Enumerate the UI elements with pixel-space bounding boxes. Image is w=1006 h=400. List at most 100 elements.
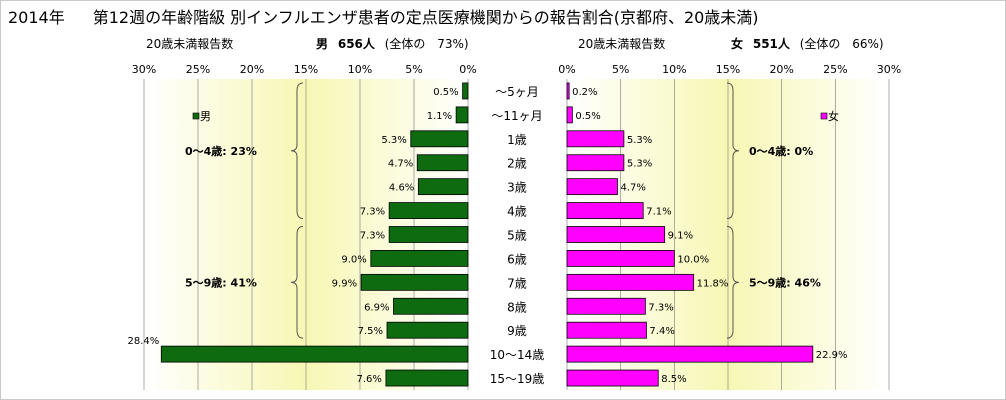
female-data-label: 5.3%: [627, 159, 652, 170]
male-bar: [388, 226, 469, 243]
male-bar: [410, 130, 469, 148]
male-data-label: 4.7%: [388, 159, 413, 170]
age-category-label: 5歳: [507, 229, 527, 243]
title-year: 2014年: [8, 8, 65, 27]
female-count-label: 20歳未満報告数: [578, 37, 666, 51]
female-data-label: 0.5%: [575, 111, 600, 122]
female-data-label: 10.0%: [677, 254, 709, 265]
male-data-label: 7.3%: [360, 231, 385, 242]
female-legend-swatch: [820, 112, 828, 120]
female-tick-label: 10%: [662, 63, 686, 76]
female-data-label: 7.1%: [646, 207, 671, 218]
male-tick-label: 5%: [405, 63, 422, 76]
female-summary: 女 551人 (全体の 66%): [731, 35, 884, 52]
male-tick-label: 25%: [186, 63, 210, 76]
female-bar: [566, 226, 666, 243]
age-category-label: 9歳: [507, 324, 527, 338]
male-legend-swatch: [192, 112, 200, 120]
male-tick-label: 15%: [294, 63, 318, 76]
female-bar: [566, 82, 570, 100]
female-data-label: 11.8%: [697, 278, 729, 289]
age-category-label: 〜11ヶ月: [491, 109, 542, 123]
female-share: 66%): [852, 37, 884, 51]
female-tick-label: 30%: [877, 63, 901, 76]
age-category-label: 7歳: [507, 276, 527, 290]
female-tick-label: 20%: [769, 63, 793, 76]
female-data-label: 7.3%: [648, 302, 673, 313]
age-category-label: 〜5ヶ月: [495, 85, 539, 99]
male-bar: [360, 273, 469, 291]
female-brace-0-4: [726, 82, 740, 220]
title-text: 第12週の年齢階級 別インフルエンザ患者の定点医療機関からの報告割合(京都府、2…: [92, 8, 759, 27]
chart-title: 2014年 第12週の年齢階級 別インフルエンザ患者の定点医療機関からの報告割合(…: [8, 4, 759, 28]
female-bar: [566, 321, 647, 339]
male-legend-label: 男: [200, 110, 211, 123]
male-data-label: 7.6%: [357, 374, 382, 385]
male-data-label: 1.1%: [427, 111, 452, 122]
male-tick-label: 0%: [459, 63, 476, 76]
male-data-label: 4.6%: [389, 183, 414, 194]
male-bar: [417, 178, 469, 196]
male-data-label: 28.4%: [127, 336, 159, 347]
female-data-label: 8.5%: [661, 374, 686, 385]
age-category-label: 1歳: [507, 133, 527, 147]
male-bar: [385, 369, 469, 387]
male-data-label: 7.5%: [358, 326, 383, 337]
male-bar: [370, 250, 469, 267]
male-bar: [160, 345, 469, 363]
female-annotation-5-9: 5〜9歳: 46%: [749, 275, 821, 289]
female-data-label: 4.7%: [620, 183, 645, 194]
male-brace-0-4: [290, 82, 304, 220]
male-data-label: 6.9%: [364, 302, 389, 313]
female-bar: [566, 369, 659, 387]
female-bar: [566, 154, 625, 172]
female-tick-label: 0%: [558, 63, 575, 76]
age-category-label: 4歳: [507, 205, 527, 219]
male-bar: [388, 202, 469, 219]
female-data-label: 7.4%: [649, 326, 674, 337]
male-bar: [455, 106, 469, 124]
female-legend-label: 女: [828, 109, 839, 123]
male-share-label: (全体の: [384, 37, 426, 51]
age-category-label: 10〜14歳: [490, 348, 545, 362]
male-brace-5-9: [290, 226, 304, 339]
female-data-label: 9.1%: [668, 231, 693, 242]
male-bar: [393, 297, 469, 315]
female-bar: [566, 106, 573, 124]
male-annotation-5-9: 5〜9歳: 41%: [185, 275, 257, 289]
male-summary: 男 656人 (全体の 73%): [316, 35, 469, 52]
age-category-label: 15〜19歳: [490, 372, 545, 386]
male-data-label: 7.3%: [360, 207, 385, 218]
age-category-label: 8歳: [507, 300, 527, 314]
male-count: 656人: [337, 37, 375, 51]
age-category-label: 2歳: [507, 157, 527, 171]
female-data-label: 22.9%: [816, 350, 848, 361]
male-share: 73%): [437, 37, 469, 51]
age-category-label: 3歳: [507, 181, 527, 195]
female-count: 551人: [752, 37, 790, 51]
male-annotation-0-4: 0〜4歳: 23%: [185, 144, 257, 158]
female-bar: [566, 202, 644, 219]
female-tick-label: 25%: [823, 63, 847, 76]
female-tick-label: 15%: [716, 63, 740, 76]
female-share-label: (全体の: [799, 37, 841, 51]
female-sex-label: 女: [731, 37, 744, 51]
male-tick-label: 10%: [348, 63, 372, 76]
female-bar: [566, 250, 675, 267]
male-count-label: 20歳未満報告数: [146, 37, 234, 51]
female-bar: [566, 345, 814, 363]
female-brace-5-9: [726, 226, 740, 339]
male-data-label: 0.5%: [433, 87, 458, 98]
male-data-label: 5.3%: [381, 135, 406, 146]
female-annotation-0-4: 0〜4歳: 0%: [749, 144, 813, 158]
male-sex-label: 男: [316, 37, 329, 51]
age-category-label: 6歳: [507, 252, 527, 266]
male-tick-label: 20%: [240, 63, 264, 76]
male-data-label: 9.9%: [332, 278, 357, 289]
female-bar: [566, 273, 695, 291]
male-bar: [462, 82, 469, 100]
male-data-label: 9.0%: [341, 254, 366, 265]
female-data-label: 0.2%: [572, 87, 597, 98]
male-tick-label: 30%: [132, 63, 156, 76]
male-bar: [416, 154, 469, 172]
